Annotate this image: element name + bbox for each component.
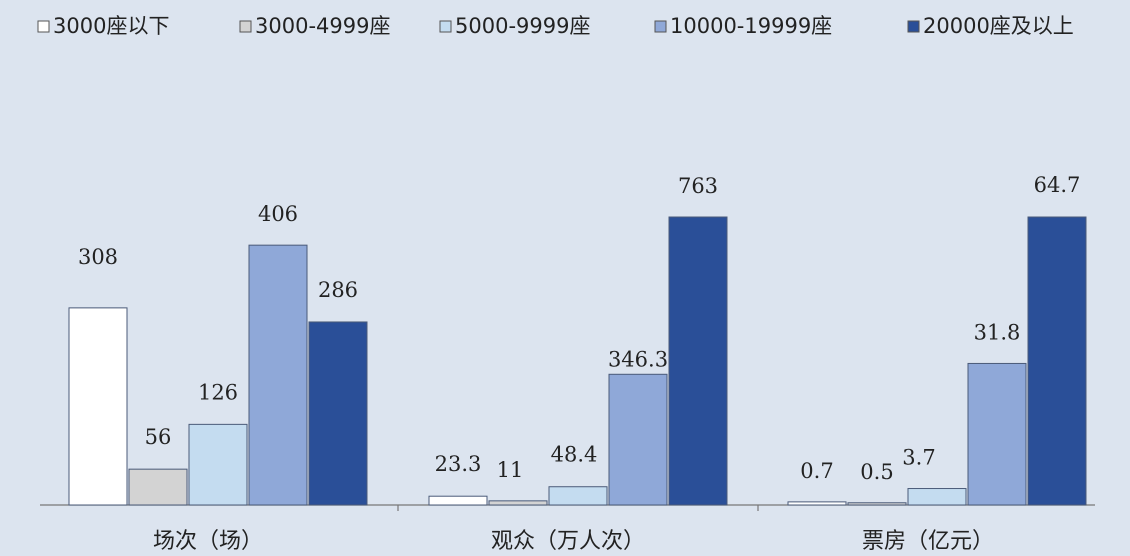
bar-g0-s3 [248,244,308,506]
bar-g0-s4 [308,321,368,506]
legend-label-2: 5000-9999座 [455,14,590,38]
data-label-g0-s3: 406 [258,202,298,226]
bar-g1-s2 [548,486,608,506]
bar-g2-s1 [847,502,907,506]
data-label-g2-s4: 64.7 [1034,173,1081,197]
data-label-g1-s2: 48.4 [551,443,598,467]
legend-label-4: 20000座及以上 [923,14,1074,38]
data-label-g2-s3: 31.8 [974,320,1021,344]
data-label-g1-s0: 23.3 [435,452,482,476]
data-label-g1-s1: 11 [497,458,524,482]
data-label-g0-s4: 286 [318,278,358,302]
data-label-g2-s0: 0.7 [800,459,833,483]
data-label-g1-s3: 346.3 [608,347,668,371]
data-label-g0-s0: 308 [78,245,118,269]
data-label-g2-s1: 0.5 [860,460,893,484]
legend-label-1: 3000-4999座 [255,14,390,38]
bar-g2-s4 [1027,216,1087,506]
bar-g1-s0 [428,495,488,506]
category-label-1: 观众（万人次） [491,529,645,554]
bar-g1-s3 [608,373,668,506]
legend-swatch-0 [37,20,50,33]
bar-g0-s0 [68,307,128,506]
data-label-g2-s2: 3.7 [902,446,935,470]
data-label-g0-s1: 56 [145,425,172,449]
bar-g1-s1 [488,500,548,506]
category-label-0: 场次（场） [153,529,263,554]
legend-swatch-1 [239,20,252,33]
legend-label-0: 3000座以下 [53,14,169,38]
bar-g2-s3 [967,362,1027,506]
category-label-2: 票房（亿元） [862,529,994,554]
legend-swatch-3 [654,20,667,33]
bar-g2-s2 [907,488,967,506]
data-label-g0-s2: 126 [198,380,238,404]
bar-g0-s2 [188,423,248,506]
legend-swatch-4 [907,20,920,33]
bar-g2-s0 [787,501,847,506]
legend-label-3: 10000-19999座 [670,14,832,38]
bar-g1-s4 [668,216,728,506]
data-label-g1-s4: 763 [678,174,718,198]
legend-swatch-2 [439,20,452,33]
bar-g0-s1 [128,468,188,506]
